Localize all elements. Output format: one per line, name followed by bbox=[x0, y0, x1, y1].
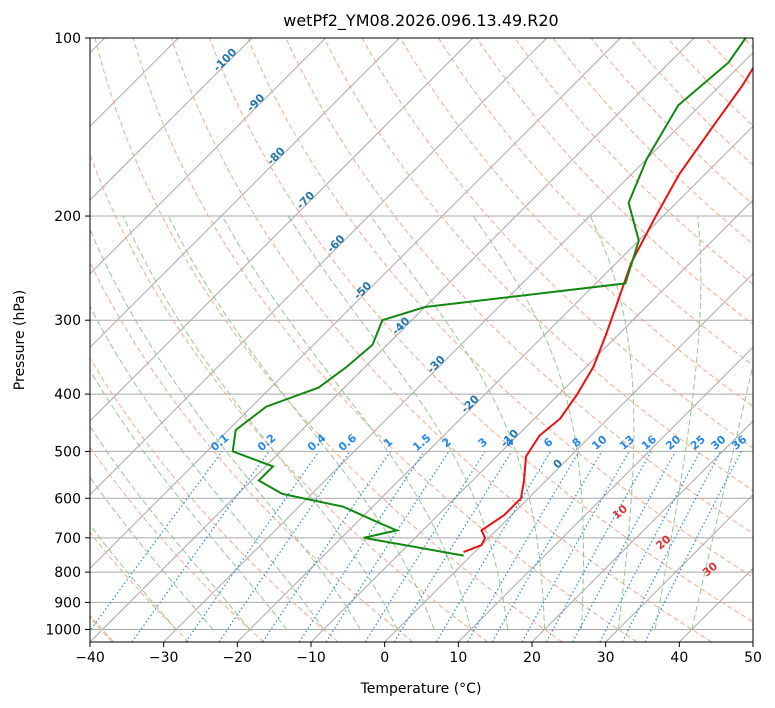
x-tick-label: −30 bbox=[149, 650, 179, 666]
x-tick-label: −40 bbox=[75, 650, 105, 666]
isobar-gridlines bbox=[90, 38, 753, 630]
dry-adiabat-line bbox=[399, 38, 753, 407]
isotherm-line bbox=[236, 125, 753, 642]
mixing-ratio-line bbox=[545, 451, 652, 642]
mixing-ratio-line bbox=[218, 451, 351, 642]
mixing-ratio-line bbox=[298, 451, 425, 642]
dry-adiabat-line bbox=[476, 38, 753, 326]
y-tick-label: 900 bbox=[54, 595, 81, 611]
mixing-ratio-line bbox=[90, 451, 223, 632]
plot-area: -100-90-80-70-60-50-40-30-20-100 0.1 0.2 0… bbox=[90, 38, 769, 642]
dry-adiabat-line bbox=[361, 38, 753, 449]
isotherm-line bbox=[163, 51, 753, 642]
x-tick-label: −20 bbox=[223, 650, 253, 666]
mixing-ratio-line bbox=[572, 451, 677, 642]
temperature-profile bbox=[463, 66, 753, 554]
plot-frame bbox=[89, 37, 754, 643]
mixing-ratio-line bbox=[325, 451, 450, 642]
y-tick-label: 300 bbox=[54, 313, 81, 329]
isotherm-line bbox=[90, 38, 474, 422]
moist-adiabat-line bbox=[90, 476, 214, 630]
mixing-ratio-line bbox=[621, 451, 722, 642]
mixing-ratio-line bbox=[393, 451, 513, 642]
dry-adiabat-line bbox=[209, 38, 753, 623]
dry-adiabat-line bbox=[247, 38, 753, 578]
dry-adiabat-line bbox=[94, 38, 563, 642]
moist-adiabat-line bbox=[221, 215, 472, 630]
isotherm-line bbox=[531, 420, 753, 642]
y-axis-label: Pressure (hPa) bbox=[12, 290, 28, 390]
mixing-ratio-line bbox=[521, 451, 630, 642]
x-tick-label: 0 bbox=[380, 650, 389, 666]
chart-title: wetPf2_YM08.2026.096.13.49.R20 bbox=[283, 11, 558, 31]
x-axis-label: Temperature (°C) bbox=[360, 681, 482, 697]
dry-adiabat-line bbox=[285, 38, 753, 535]
isotherm-line bbox=[90, 38, 548, 496]
y-tick-label: 400 bbox=[54, 387, 81, 403]
moist-adiabat-line bbox=[654, 215, 702, 630]
dry-adiabat-line bbox=[90, 153, 488, 642]
dry-adiabat-line bbox=[323, 38, 753, 492]
moist-adiabat-line bbox=[589, 215, 635, 630]
moist-adiabat-line bbox=[370, 215, 545, 630]
isotherm-line bbox=[384, 272, 753, 642]
isotherm-line bbox=[457, 346, 753, 642]
moist-adiabat-line bbox=[90, 369, 288, 630]
moist-adiabat-line bbox=[90, 425, 251, 630]
x-axis: −40 −30 −20 −10 0 10 20 30 40 50 bbox=[75, 642, 762, 666]
moist-adiabat-line bbox=[122, 215, 398, 630]
mixing-ratio-line bbox=[644, 451, 743, 642]
x-tick-label: 20 bbox=[523, 650, 541, 666]
dry-adiabat-line bbox=[90, 261, 414, 642]
isotherm-line bbox=[90, 38, 327, 275]
y-tick-label: 100 bbox=[54, 31, 81, 47]
dewpoint-profile bbox=[231, 38, 747, 557]
mixing-ratio-line bbox=[262, 451, 391, 642]
isotherm-line bbox=[90, 38, 695, 642]
isotherm-gridlines bbox=[90, 38, 753, 642]
dry-adiabat-line bbox=[170, 38, 712, 642]
isotherm-line bbox=[90, 38, 253, 201]
moist-adiabat-line bbox=[167, 215, 435, 630]
moist-adiabat-line bbox=[90, 305, 324, 630]
dry-adiabat-line bbox=[590, 38, 753, 206]
dry-adiabat-line bbox=[552, 38, 753, 245]
moist-adiabats bbox=[90, 215, 753, 630]
x-tick-label: 30 bbox=[597, 650, 615, 666]
x-tick-label: 50 bbox=[744, 650, 762, 666]
y-tick-label: 600 bbox=[54, 491, 81, 507]
sounding-series bbox=[231, 38, 753, 557]
moist-adiabat-line bbox=[691, 362, 753, 630]
y-tick-label: 700 bbox=[54, 531, 81, 547]
dry-adiabat-label: 40 bbox=[749, 584, 769, 604]
dry-adiabat-line bbox=[132, 38, 638, 642]
x-tick-label: 40 bbox=[670, 650, 688, 666]
y-axis: 100 200 300 400 500 600 700 800 900 1000 bbox=[45, 31, 90, 638]
y-tick-label: 500 bbox=[54, 444, 81, 460]
dry-adiabat-line bbox=[90, 531, 190, 642]
moist-adiabat-line bbox=[287, 215, 509, 630]
y-tick-label: 800 bbox=[54, 565, 81, 581]
moist-adiabat-line bbox=[90, 524, 177, 630]
moist-adiabat-line bbox=[472, 215, 584, 630]
x-tick-label: 10 bbox=[449, 650, 467, 666]
isotherm-line bbox=[90, 38, 400, 349]
mixing-ratio-lines bbox=[90, 451, 743, 642]
moist-adiabat-line bbox=[90, 228, 361, 630]
isotherm-line bbox=[605, 493, 753, 642]
y-tick-label: 1000 bbox=[45, 622, 81, 638]
dry-adiabats bbox=[90, 38, 753, 642]
mixing-ratio-line bbox=[185, 451, 320, 642]
y-tick-label: 200 bbox=[54, 209, 81, 225]
mixing-ratio-line bbox=[131, 451, 270, 642]
x-tick-label: −10 bbox=[296, 650, 326, 666]
dry-adiabat-line bbox=[437, 38, 753, 366]
isotherm-line bbox=[90, 38, 621, 570]
dry-adiabat-line bbox=[90, 357, 339, 642]
